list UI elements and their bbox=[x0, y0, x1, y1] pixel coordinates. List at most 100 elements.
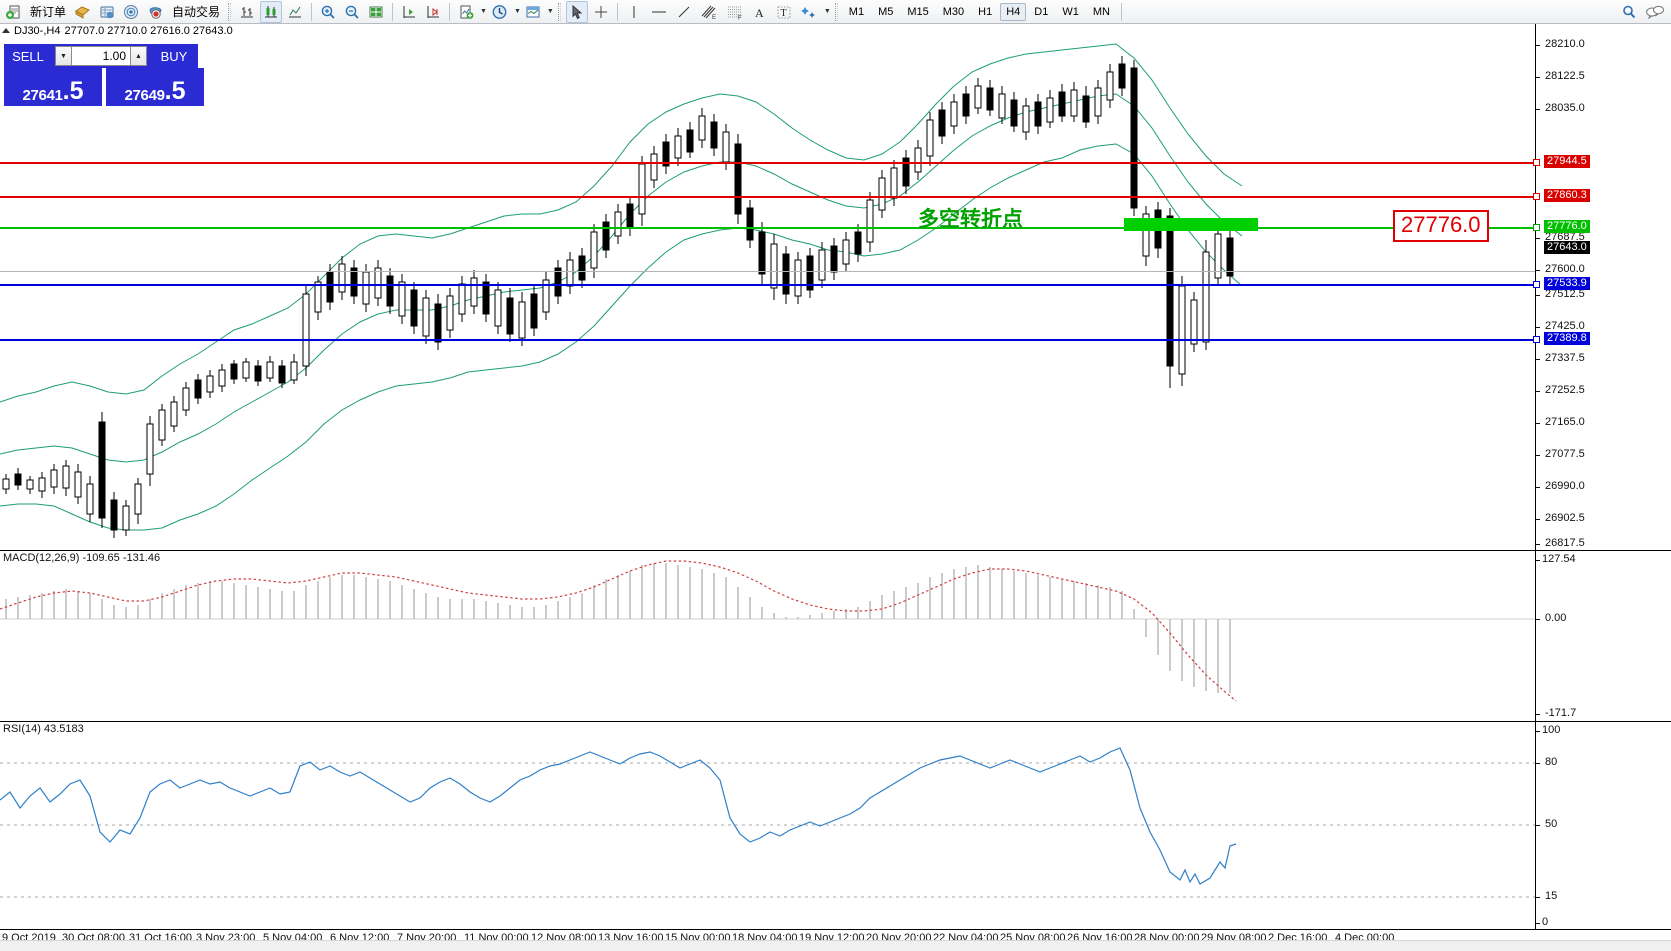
price-scale-sep-macd bbox=[1536, 550, 1671, 551]
resistance-handle-27860[interactable] bbox=[1533, 193, 1540, 200]
resistance-line-27860[interactable] bbox=[0, 196, 1535, 198]
tab-timeframe-m15[interactable]: M15 bbox=[907, 5, 929, 18]
expert-advisor-icon[interactable] bbox=[71, 1, 94, 23]
rsi-tick-50: 50 bbox=[1536, 818, 1557, 830]
price-tag-27389[interactable]: 27389.8 bbox=[1544, 332, 1590, 345]
trendline-icon[interactable] bbox=[673, 1, 695, 23]
pivot-handle-27776[interactable] bbox=[1533, 224, 1540, 231]
ask-price-box[interactable]: 27649 .5 bbox=[106, 68, 204, 106]
text-label-icon[interactable]: T bbox=[773, 1, 795, 23]
chart-plot-region[interactable]: 多空转折点 27776.0 MACD(12,26,9) -109.65 -131… bbox=[0, 24, 1535, 929]
macd-histogram bbox=[5, 563, 1231, 693]
periods-icon[interactable] bbox=[488, 1, 511, 23]
chart-shift-icon[interactable] bbox=[422, 1, 444, 23]
templates-icon[interactable] bbox=[522, 1, 544, 23]
one-click-trading-panel[interactable]: SELL ▼ 1.00 ▲ BUY 27641 .5 27649 .5 bbox=[4, 44, 204, 106]
chat-icon[interactable] bbox=[1642, 1, 1668, 23]
shapes-dropdown-icon[interactable]: ▼ bbox=[823, 8, 831, 15]
tab-timeframe-h1[interactable]: H1 bbox=[978, 5, 993, 18]
price-tick-26817: 26817.5 bbox=[1536, 537, 1585, 549]
price-tick-27512: 27512.5 bbox=[1536, 288, 1585, 300]
price-tag-27860[interactable]: 27860.3 bbox=[1544, 189, 1590, 202]
tab-timeframe-m1[interactable]: M1 bbox=[848, 5, 865, 18]
crosshair-icon[interactable] bbox=[590, 1, 612, 23]
one-click-trading-top-row: SELL ▼ 1.00 ▲ BUY bbox=[4, 44, 204, 68]
channel-icon[interactable]: E bbox=[697, 1, 721, 23]
support-line-27533[interactable] bbox=[0, 284, 1535, 286]
price-tick-26990: 26990.0 bbox=[1536, 480, 1585, 492]
macd-tick-zero: 0.00 bbox=[1536, 612, 1566, 624]
auto-trading-icon[interactable] bbox=[144, 1, 167, 23]
resistance-handle-27944[interactable] bbox=[1533, 159, 1540, 166]
tab-timeframe-m5[interactable]: M5 bbox=[878, 5, 894, 18]
bid-price-fraction: .5 bbox=[62, 77, 84, 106]
price-tick-27687: 27687.5 bbox=[1536, 231, 1585, 243]
tab-timeframe-m30[interactable]: M30 bbox=[942, 5, 965, 18]
price-scale[interactable]: 28210.0 28122.5 28035.0 27687.5 27600.0 … bbox=[1533, 24, 1671, 929]
support-handle-27533[interactable] bbox=[1533, 281, 1540, 288]
toolbar-separator-3 bbox=[834, 2, 838, 21]
toolbar-divider-4 bbox=[616, 2, 618, 21]
navigator-icon[interactable] bbox=[120, 1, 142, 23]
new-order-icon[interactable] bbox=[3, 1, 25, 23]
cursor-icon[interactable] bbox=[565, 0, 588, 23]
auto-trading-label[interactable]: 自动交易 bbox=[172, 5, 221, 19]
main-pane-bottom-border bbox=[0, 550, 1535, 551]
indicators-icon[interactable] bbox=[455, 1, 477, 23]
volume-stepper[interactable]: ▼ 1.00 ▲ bbox=[52, 44, 150, 68]
collapse-arrow-icon[interactable] bbox=[2, 28, 10, 33]
tab-timeframe-mn[interactable]: MN bbox=[1092, 5, 1110, 18]
macd-chart bbox=[0, 560, 1535, 702]
bid-price-box[interactable]: 27641 .5 bbox=[4, 68, 102, 106]
one-click-trading-prices: 27641 .5 27649 .5 bbox=[4, 68, 204, 106]
svg-text:F: F bbox=[738, 15, 742, 20]
search-icon[interactable] bbox=[1618, 1, 1640, 23]
price-tag-27533[interactable]: 27533.9 bbox=[1544, 277, 1590, 290]
bar-chart-icon[interactable] bbox=[236, 1, 258, 23]
fibonacci-icon[interactable]: F bbox=[723, 1, 747, 23]
price-tick-28122: 28122.5 bbox=[1536, 70, 1585, 82]
templates-dropdown-icon[interactable]: ▼ bbox=[546, 8, 554, 15]
shapes-icon[interactable] bbox=[797, 1, 821, 23]
resistance-line-27944[interactable] bbox=[0, 162, 1535, 164]
text-icon[interactable]: A bbox=[749, 1, 771, 23]
tab-timeframe-h4[interactable]: H4 bbox=[1000, 2, 1027, 21]
candlestick-chart-icon[interactable] bbox=[260, 0, 283, 23]
bid-price-integer: 27641 bbox=[22, 87, 63, 104]
line-chart-icon[interactable] bbox=[284, 1, 306, 23]
zoom-out-icon[interactable] bbox=[341, 1, 363, 23]
horizontal-line-icon[interactable] bbox=[647, 1, 671, 23]
support-line-27389[interactable] bbox=[0, 339, 1535, 341]
vertical-line-icon[interactable] bbox=[623, 1, 645, 23]
status-bar bbox=[0, 940, 1671, 951]
chart-area[interactable]: 多空转折点 27776.0 MACD(12,26,9) -109.65 -131… bbox=[0, 24, 1671, 929]
auto-scroll-icon[interactable] bbox=[398, 1, 420, 23]
main-price-chart bbox=[0, 43, 1243, 538]
pivot-line-27776[interactable] bbox=[0, 227, 1535, 229]
symbol-info-bar: DJ30-,H4 27707.0 27710.0 27616.0 27643.0 bbox=[0, 24, 233, 37]
buy-button[interactable]: BUY bbox=[150, 44, 198, 68]
rsi-tick-100: 100 bbox=[1536, 724, 1560, 736]
tab-timeframe-d1[interactable]: D1 bbox=[1034, 5, 1049, 18]
toolbar-divider-5 bbox=[1120, 2, 1122, 21]
new-order-label[interactable]: 新订单 bbox=[30, 5, 67, 19]
indicators-dropdown-icon[interactable]: ▼ bbox=[480, 8, 487, 15]
price-tick-28035: 28035.0 bbox=[1536, 102, 1585, 114]
volume-decrement-button[interactable]: ▼ bbox=[55, 46, 72, 66]
volume-input[interactable]: 1.00 bbox=[72, 46, 130, 66]
pivot-zone-highlight bbox=[1124, 218, 1258, 231]
periods-dropdown-icon[interactable]: ▼ bbox=[513, 8, 521, 15]
macd-pane-title: MACD(12,26,9) -109.65 -131.46 bbox=[0, 552, 161, 564]
sell-button[interactable]: SELL bbox=[4, 44, 52, 68]
price-scale-sep-rsi bbox=[1536, 721, 1671, 722]
candlestick-series bbox=[2, 56, 1234, 538]
zoom-in-icon[interactable] bbox=[317, 1, 339, 23]
support-handle-27389[interactable] bbox=[1533, 336, 1540, 343]
tab-timeframe-w1[interactable]: W1 bbox=[1062, 5, 1079, 18]
volume-increment-button[interactable]: ▲ bbox=[130, 46, 147, 66]
tile-windows-icon[interactable] bbox=[365, 1, 387, 23]
price-tag-27776[interactable]: 27776.0 bbox=[1544, 220, 1590, 233]
price-callout-27776: 27776.0 bbox=[1393, 210, 1489, 242]
data-window-icon[interactable] bbox=[96, 1, 118, 23]
price-tag-27944[interactable]: 27944.5 bbox=[1544, 155, 1590, 168]
